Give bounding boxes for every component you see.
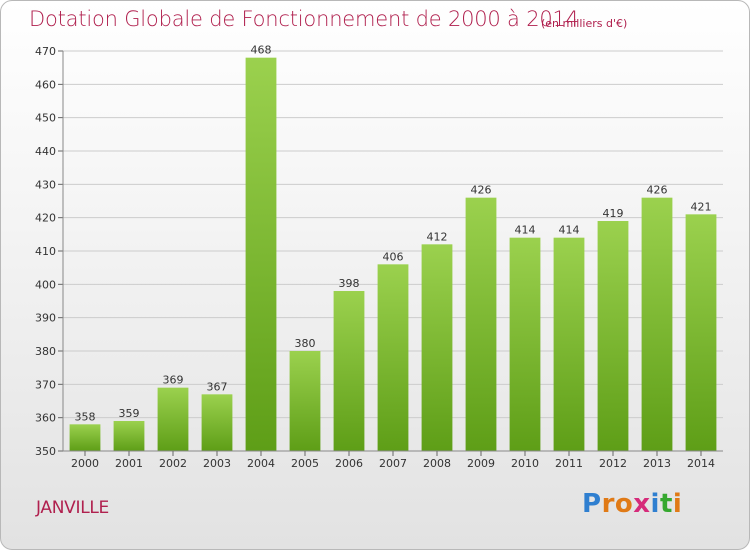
x-tick-label: 2008 — [423, 457, 451, 470]
y-tick-label: 470 — [35, 45, 56, 58]
x-tick-label: 2000 — [71, 457, 99, 470]
bar-value-label: 414 — [559, 224, 580, 237]
proxiti-logo[interactable]: Proxiti — [582, 489, 682, 519]
x-tick-label: 2007 — [379, 457, 407, 470]
logo-letter: i — [650, 489, 660, 519]
logo-letter: r — [601, 489, 615, 519]
y-tick-label: 420 — [35, 212, 56, 225]
y-tick-label: 450 — [35, 112, 56, 125]
chart-subtitle: (en milliers d'€) — [541, 17, 628, 30]
bar-2009 — [465, 197, 497, 451]
y-tick-label: 400 — [35, 278, 56, 291]
bar-value-label: 367 — [207, 380, 228, 393]
y-tick-label: 360 — [35, 412, 56, 425]
y-tick-label: 410 — [35, 245, 56, 258]
y-tick-label: 430 — [35, 178, 56, 191]
x-tick-label: 2005 — [291, 457, 319, 470]
bar-2000 — [69, 424, 101, 451]
x-tick-label: 2013 — [643, 457, 671, 470]
y-tick-label: 460 — [35, 78, 56, 91]
bar-2004 — [245, 57, 277, 452]
x-tick-label: 2011 — [555, 457, 583, 470]
logo-letter: P — [582, 489, 602, 519]
bar-value-label: 426 — [471, 184, 492, 197]
bar-2012 — [597, 221, 629, 451]
x-tick-label: 2003 — [203, 457, 231, 470]
bar-2014 — [685, 214, 717, 451]
bar-2006 — [333, 291, 365, 451]
bar-value-label: 426 — [647, 184, 668, 197]
x-tick-label: 2010 — [511, 457, 539, 470]
x-tick-label: 2006 — [335, 457, 363, 470]
bar-2010 — [509, 237, 541, 451]
bar-value-label: 468 — [251, 44, 272, 57]
bar-2007 — [377, 264, 409, 451]
commune-name: JANVILLE — [36, 498, 109, 518]
bar-value-label: 398 — [339, 277, 360, 290]
bar-2003 — [201, 394, 233, 451]
x-tick-label: 2002 — [159, 457, 187, 470]
logo-letter: x — [633, 489, 651, 519]
x-tick-label: 2004 — [247, 457, 275, 470]
x-tick-label: 2012 — [599, 457, 627, 470]
chart-title: Dotation Globale de Fonctionnement de 20… — [29, 7, 579, 31]
bar-value-label: 358 — [75, 410, 96, 423]
bar-value-label: 369 — [163, 374, 184, 387]
y-tick-label: 380 — [35, 345, 56, 358]
bar-value-label: 406 — [383, 250, 404, 263]
bar-value-label: 412 — [427, 230, 448, 243]
y-tick-label: 350 — [35, 445, 56, 458]
bar-value-label: 359 — [119, 407, 140, 420]
x-tick-label: 2014 — [687, 457, 715, 470]
y-tick-label: 440 — [35, 145, 56, 158]
bar-2002 — [157, 387, 189, 451]
logo-letter: t — [659, 489, 673, 519]
bar-value-label: 380 — [295, 337, 316, 350]
bar-value-label: 421 — [691, 200, 712, 213]
y-tick-label: 390 — [35, 312, 56, 325]
bar-2001 — [113, 421, 145, 451]
bar-value-label: 414 — [515, 224, 536, 237]
bar-2005 — [289, 351, 321, 451]
bar-2013 — [641, 197, 673, 451]
logo-letter: o — [614, 489, 634, 519]
x-tick-label: 2001 — [115, 457, 143, 470]
x-tick-label: 2009 — [467, 457, 495, 470]
bar-value-label: 419 — [603, 207, 624, 220]
logo-letter: i — [672, 489, 683, 519]
bar-2008 — [421, 244, 453, 451]
y-tick-label: 370 — [35, 378, 56, 391]
bar-2011 — [553, 237, 585, 451]
